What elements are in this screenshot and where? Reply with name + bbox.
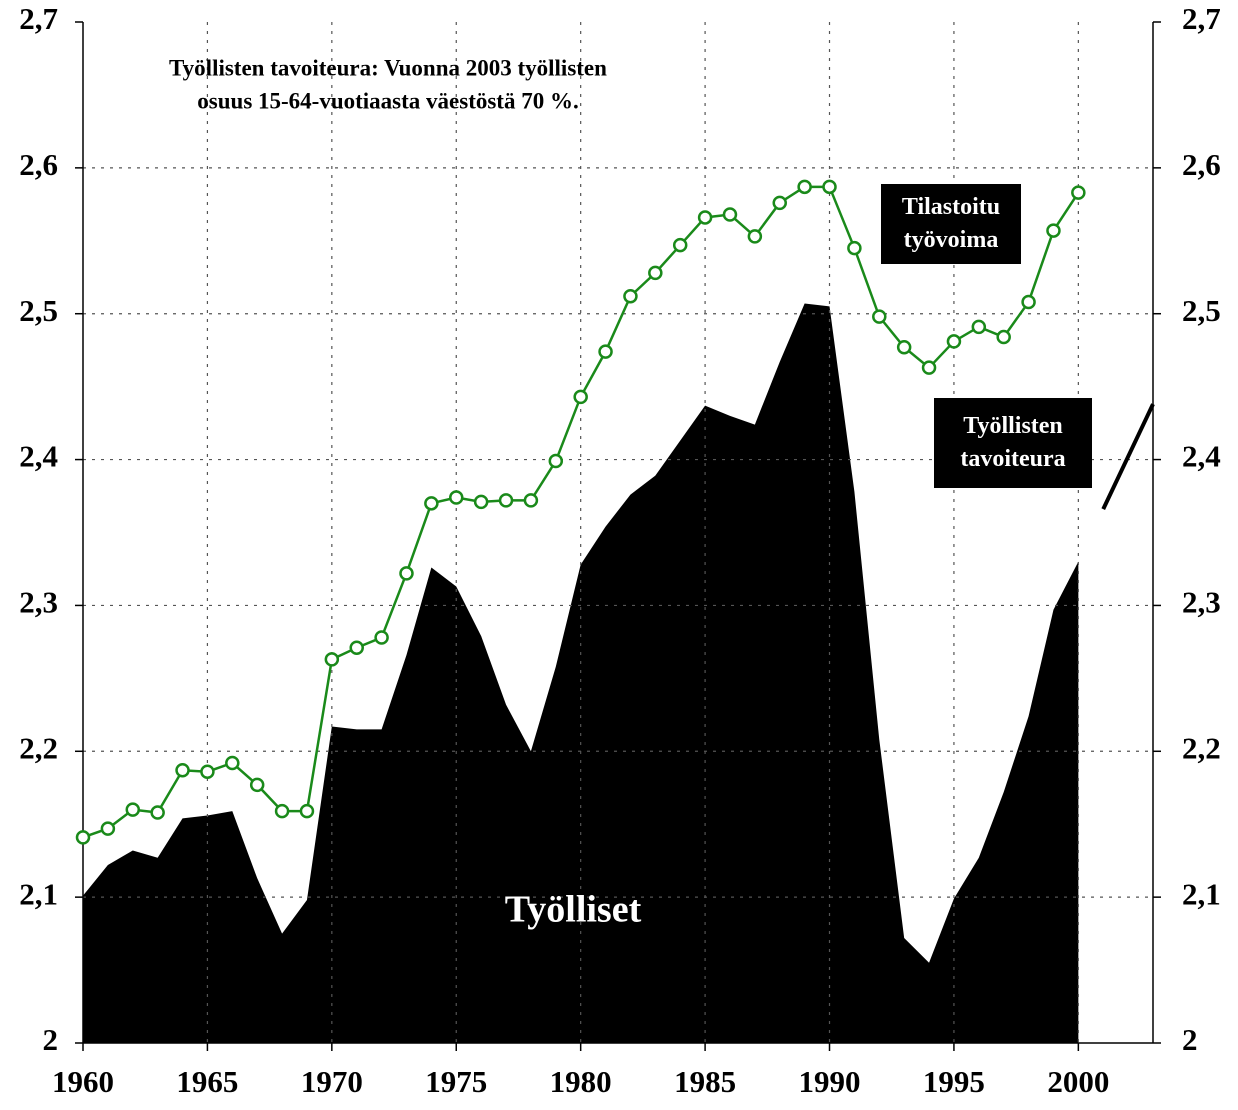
label-box bbox=[934, 398, 1092, 488]
marker bbox=[598, 344, 613, 359]
y2-tick-label: 2 bbox=[1182, 1022, 1198, 1057]
marker bbox=[374, 630, 389, 645]
marker bbox=[274, 803, 290, 819]
marker bbox=[623, 288, 638, 304]
x-tick-label: 1995 bbox=[923, 1064, 985, 1099]
series-label: Työllisten tavoiteura bbox=[960, 413, 1065, 472]
marker bbox=[399, 566, 414, 581]
marker bbox=[672, 237, 688, 253]
marker bbox=[299, 803, 315, 819]
y-tick-label: 2,5 bbox=[19, 293, 58, 328]
marker bbox=[1071, 185, 1086, 200]
x-tick-label: 1965 bbox=[176, 1064, 238, 1099]
y2-tick-label: 2,1 bbox=[1182, 876, 1221, 911]
marker bbox=[648, 265, 663, 281]
marker bbox=[548, 453, 564, 469]
marker bbox=[225, 755, 240, 771]
x-tick-label: 1990 bbox=[799, 1064, 861, 1099]
note: osuus 15-64-vuotiaasta väestöstä 70 %. bbox=[197, 88, 578, 113]
marker bbox=[125, 802, 141, 817]
note: Työllisten tavoiteura: Vuonna 2003 työll… bbox=[169, 55, 607, 80]
y2-tick-label: 2,5 bbox=[1182, 293, 1221, 328]
marker bbox=[872, 309, 887, 324]
y-tick-label: 2,6 bbox=[19, 147, 58, 182]
marker bbox=[424, 496, 439, 511]
marker bbox=[523, 493, 539, 508]
marker bbox=[573, 389, 588, 405]
marker bbox=[722, 207, 738, 222]
y2-tick-label: 2,2 bbox=[1182, 730, 1221, 765]
series-label: Työlliset bbox=[505, 889, 642, 931]
marker bbox=[249, 777, 265, 793]
marker bbox=[498, 493, 514, 508]
area bbox=[83, 303, 1079, 1043]
marker bbox=[822, 179, 837, 195]
y2-tick-label: 2,4 bbox=[1182, 439, 1221, 474]
y-tick-label: 2,1 bbox=[19, 876, 58, 911]
y-tick-label: 2,2 bbox=[19, 730, 58, 765]
marker bbox=[971, 319, 987, 335]
marker bbox=[772, 195, 787, 211]
y2-tick-label: 2,7 bbox=[1182, 1, 1221, 36]
marker bbox=[747, 229, 763, 244]
y2-tick-label: 2,6 bbox=[1182, 147, 1221, 182]
x-tick-label: 1960 bbox=[52, 1064, 114, 1099]
marker bbox=[996, 329, 1011, 345]
line bbox=[1101, 403, 1155, 511]
marker bbox=[349, 640, 364, 655]
label-box bbox=[881, 184, 1021, 264]
marker bbox=[200, 764, 215, 779]
marker bbox=[75, 830, 91, 845]
x-tick-label: 1975 bbox=[425, 1064, 487, 1099]
marker bbox=[150, 805, 165, 820]
marker bbox=[1021, 294, 1036, 310]
x-tick-label: 2000 bbox=[1047, 1064, 1109, 1099]
marker bbox=[697, 210, 713, 225]
y-tick-label: 2,7 bbox=[19, 1, 58, 36]
marker bbox=[847, 240, 862, 256]
x-tick-label: 1980 bbox=[550, 1064, 612, 1099]
marker bbox=[921, 360, 937, 375]
y-tick-label: 2,3 bbox=[19, 585, 58, 620]
x-tick-label: 1985 bbox=[674, 1064, 736, 1099]
marker bbox=[175, 762, 190, 778]
x-tick-label: 1970 bbox=[301, 1064, 363, 1099]
y-tick-label: 2,4 bbox=[19, 439, 58, 474]
marker bbox=[1046, 223, 1061, 238]
marker bbox=[896, 340, 912, 355]
marker bbox=[449, 490, 464, 505]
series-label: Tilastoitu työvoima bbox=[902, 194, 1000, 253]
marker bbox=[324, 652, 340, 667]
y2-tick-label: 2,3 bbox=[1182, 585, 1221, 620]
marker bbox=[797, 179, 812, 195]
y-tick-label: 2 bbox=[43, 1022, 59, 1057]
marker bbox=[100, 821, 116, 836]
marker bbox=[473, 494, 489, 510]
marker bbox=[946, 334, 962, 349]
